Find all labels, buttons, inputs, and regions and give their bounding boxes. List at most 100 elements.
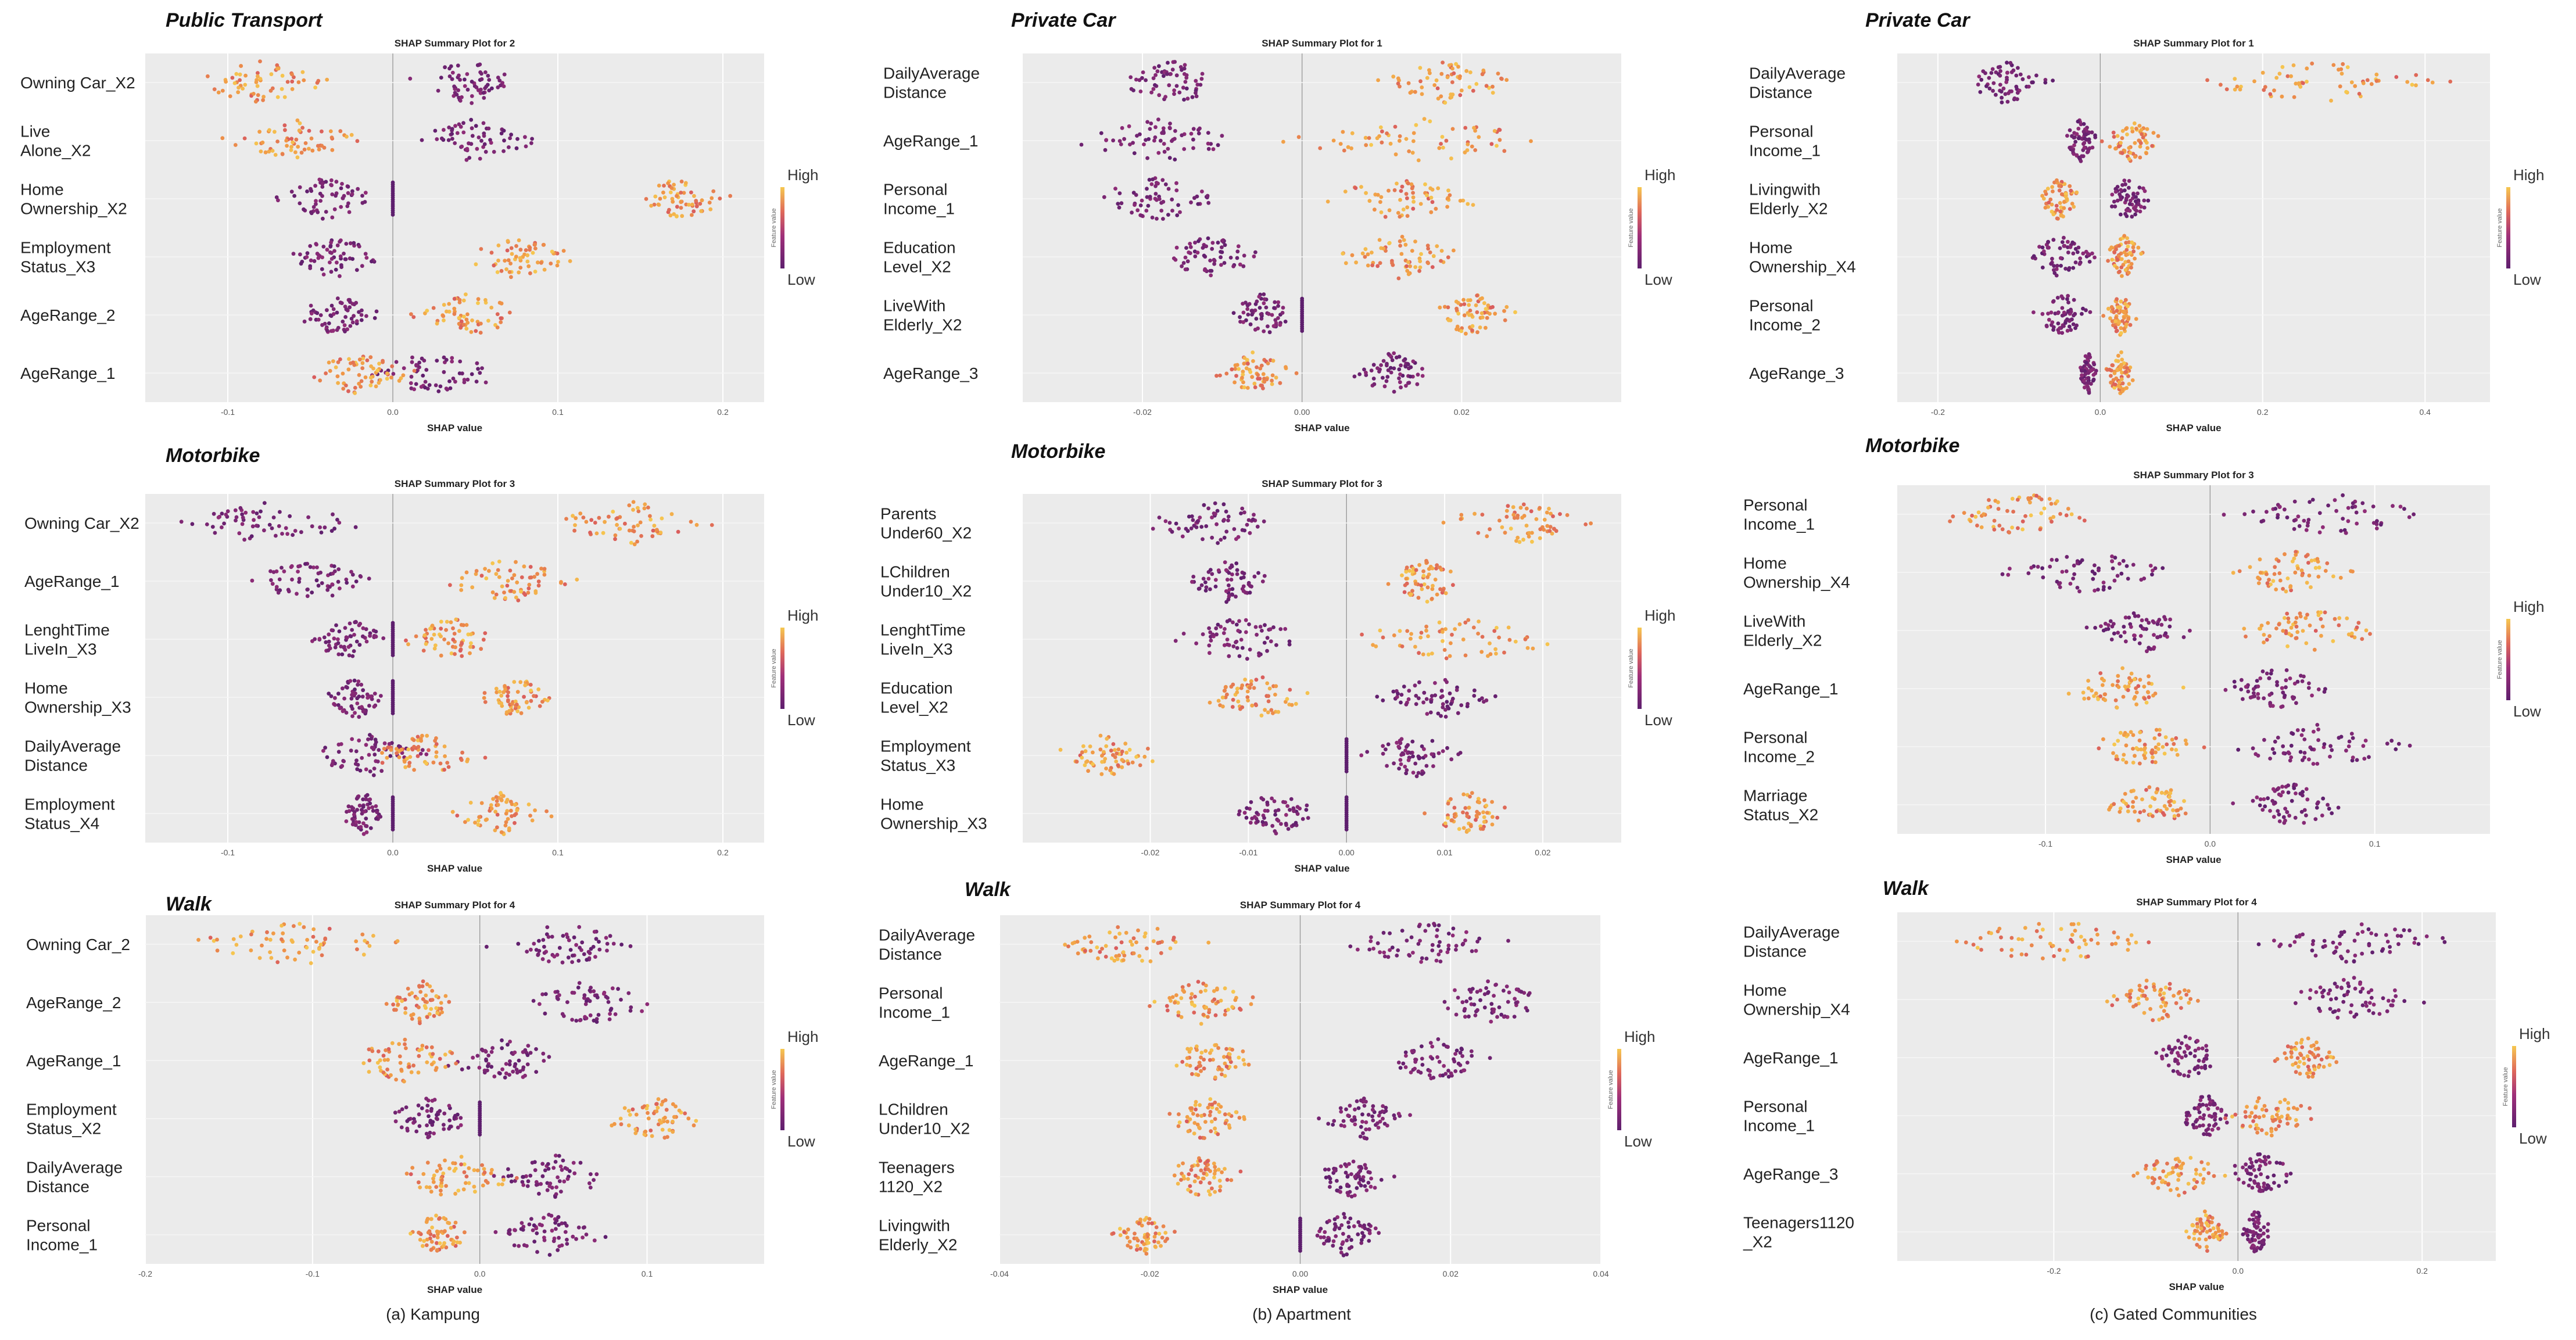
data-point	[1458, 199, 1463, 203]
data-point	[1176, 203, 1180, 207]
data-point	[255, 84, 260, 88]
data-point	[628, 1113, 632, 1117]
data-point	[297, 580, 302, 584]
data-point	[1207, 1008, 1212, 1012]
data-point	[1189, 1167, 1194, 1172]
data-point	[421, 1244, 425, 1248]
data-point	[375, 759, 380, 764]
data-point	[592, 989, 596, 994]
data-point	[1392, 1174, 1396, 1179]
data-point	[374, 816, 378, 821]
legend-title: Feature value	[1628, 208, 1635, 247]
data-point	[1255, 299, 1259, 304]
data-point	[1378, 200, 1382, 204]
data-point	[556, 990, 560, 994]
data-point	[578, 1160, 583, 1165]
data-point	[474, 569, 479, 573]
data-point	[501, 1177, 506, 1182]
data-point	[1410, 186, 1414, 191]
data-point	[525, 253, 530, 257]
data-point	[453, 652, 457, 656]
data-point	[539, 567, 543, 571]
data-point	[314, 242, 318, 246]
data-point	[1386, 352, 1391, 356]
data-point	[1186, 1177, 1190, 1181]
data-point	[1441, 521, 1446, 525]
data-point	[522, 564, 526, 569]
feature-label: LenghtTime	[24, 621, 110, 639]
data-point	[342, 323, 347, 328]
data-point	[513, 802, 517, 807]
data-point	[1214, 626, 1219, 630]
data-point	[334, 194, 338, 198]
feature-row-dots	[1172, 1156, 1396, 1199]
data-point	[1156, 941, 1160, 945]
data-point	[208, 936, 213, 940]
data-point	[2205, 78, 2209, 83]
data-point	[1378, 125, 1383, 130]
data-point	[409, 1070, 414, 1074]
data-point	[294, 137, 299, 142]
data-point	[461, 121, 465, 126]
data-point	[1339, 1223, 1344, 1227]
data-point	[547, 959, 551, 963]
data-point	[435, 1248, 439, 1252]
data-point	[2005, 70, 2009, 75]
data-point	[293, 957, 297, 962]
data-point	[1518, 506, 1523, 510]
data-point	[1155, 69, 1160, 74]
data-point	[360, 808, 364, 812]
data-point	[2448, 80, 2453, 84]
data-point	[1196, 980, 1201, 984]
data-point	[268, 937, 273, 942]
data-point	[1431, 764, 1435, 768]
data-point	[1122, 953, 1127, 958]
data-point	[1381, 1104, 1385, 1108]
data-point	[1273, 812, 1278, 817]
feature-label: Distance	[24, 757, 88, 775]
data-point	[1492, 129, 1497, 133]
panel-title: SHAP Summary Plot for 3	[1262, 478, 1382, 489]
data-point	[1387, 241, 1392, 245]
data-point	[1165, 1237, 1169, 1241]
data-point	[1260, 384, 1264, 388]
legend-low-label: Low	[1645, 271, 1672, 288]
data-point	[1204, 1005, 1209, 1010]
data-point	[2252, 79, 2256, 84]
data-point	[1402, 359, 1406, 363]
data-point	[213, 531, 217, 535]
panel-mode-label: Public Transport	[166, 9, 323, 31]
data-point	[1199, 583, 1204, 587]
data-point	[545, 925, 550, 929]
data-point	[1258, 366, 1263, 371]
data-point	[254, 141, 259, 146]
data-point	[1108, 768, 1112, 772]
data-point	[428, 1120, 432, 1124]
data-point	[568, 259, 572, 263]
data-point	[499, 301, 504, 306]
data-point	[1503, 531, 1507, 535]
data-point	[694, 1119, 698, 1123]
data-point	[593, 521, 597, 525]
data-point	[515, 137, 520, 141]
data-point	[496, 802, 500, 807]
data-point	[1220, 695, 1225, 700]
data-point	[435, 359, 439, 363]
data-point	[577, 981, 582, 985]
data-point	[1120, 758, 1124, 762]
data-point	[1399, 700, 1403, 705]
data-point	[432, 1131, 436, 1135]
data-point	[1448, 318, 1453, 323]
data-point	[212, 87, 217, 92]
data-point	[1346, 1113, 1350, 1118]
data-point	[1083, 763, 1087, 768]
data-point	[1450, 632, 1454, 637]
data-point	[1353, 1174, 1357, 1179]
data-point	[1223, 685, 1228, 690]
feature-label: Ownership_X2	[20, 200, 127, 218]
data-point	[363, 200, 367, 204]
data-point	[429, 1007, 433, 1011]
data-point	[582, 952, 586, 956]
data-point	[434, 1006, 439, 1011]
data-point	[464, 623, 469, 627]
